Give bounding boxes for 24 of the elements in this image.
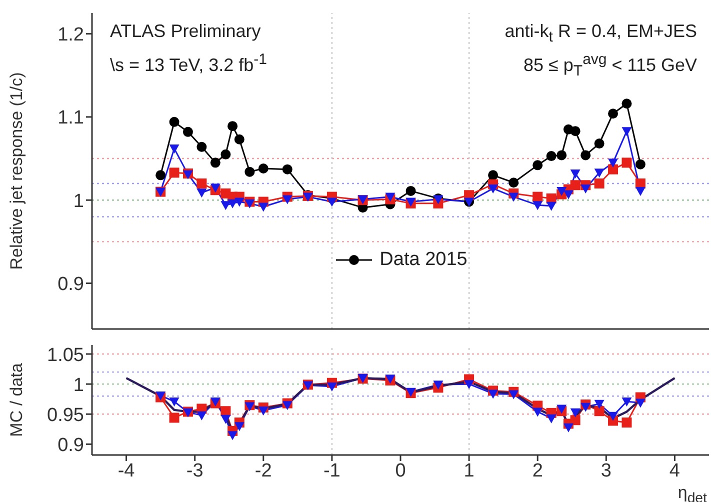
x-tick-label: -3 bbox=[186, 460, 204, 482]
y-tick-label: 1 bbox=[73, 190, 84, 212]
annotation: ATLAS Preliminary bbox=[110, 21, 261, 42]
x-tick-label: 3 bbox=[600, 460, 612, 482]
x-tick-label: -4 bbox=[118, 460, 136, 482]
y-tick-label: 0.9 bbox=[58, 274, 84, 296]
annotation: anti-k$_{t}$ R = 0.4, EM+JES bbox=[504, 21, 697, 46]
x-tick-label: 2 bbox=[532, 460, 543, 482]
annotation: 85 ≤ p$_{T}$$^{avg}$ < 115 GeV bbox=[523, 51, 697, 80]
y-axis-title: MC / data bbox=[7, 362, 26, 437]
y-tick-label: 1.2 bbox=[58, 24, 84, 46]
y-tick-label: 1.1 bbox=[58, 108, 84, 129]
x-tick-label: -1 bbox=[323, 460, 340, 482]
y-tick-label: 1.05 bbox=[47, 344, 84, 366]
y-tick-label: 0.95 bbox=[47, 404, 84, 426]
annotation: \s = 13 TeV, 3.2 fb$^{-1}$ bbox=[110, 51, 267, 76]
y-tick-label: 1 bbox=[73, 374, 84, 396]
x-tick-label: -2 bbox=[254, 460, 272, 482]
y-tick-label: 0.9 bbox=[58, 434, 84, 456]
x-tick-label: 1 bbox=[464, 460, 474, 482]
y-axis-title: Relative jet response (1/c) bbox=[7, 72, 26, 270]
legend-label: Data 2015 bbox=[380, 249, 468, 271]
x-tick-label: 0 bbox=[395, 460, 406, 482]
x-tick-label: 4 bbox=[669, 460, 680, 482]
